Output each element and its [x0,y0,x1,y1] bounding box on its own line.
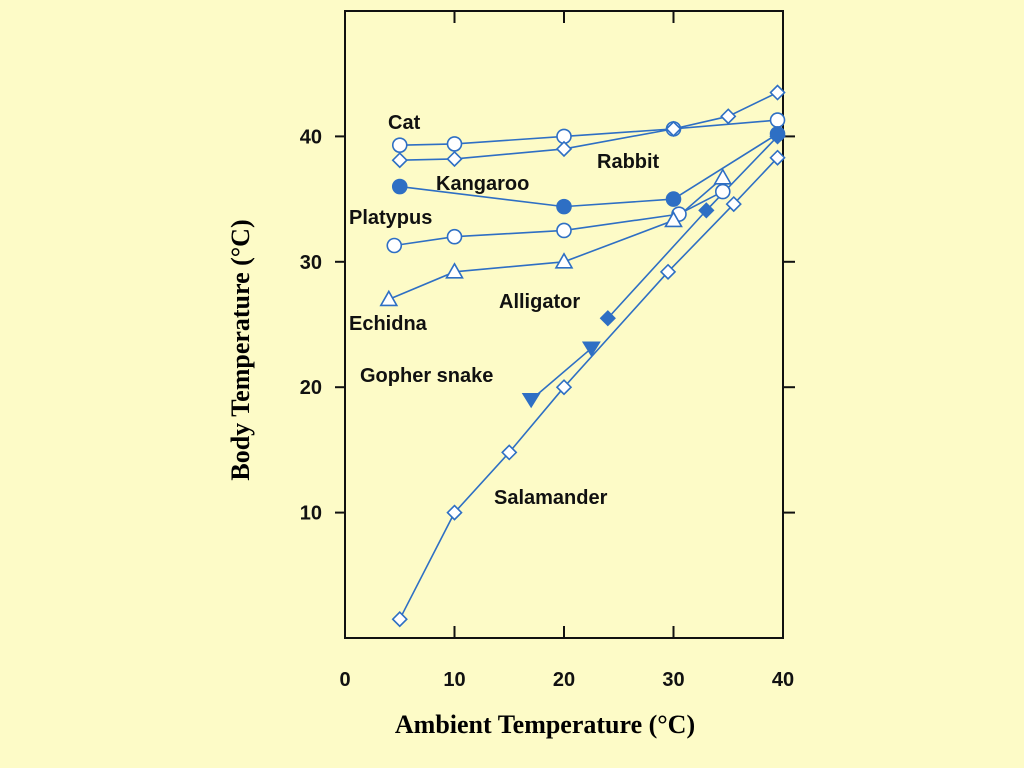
data-point-alligator [769,128,786,145]
x-tick-label: 30 [662,669,684,691]
x-tick-label: 0 [339,669,350,691]
data-point-salamander [555,379,573,396]
data-point-kangaroo [665,191,682,207]
data-point-echidna [554,252,574,269]
series-label-kangaroo: Kangaroo [436,173,529,195]
y-tick-label: 30 [300,252,322,274]
series-markers [379,84,786,628]
data-point-salamander [725,195,742,213]
data-point-salamander [501,444,518,461]
tick-marks [335,11,795,638]
y-tick-label: 10 [300,503,322,525]
data-point-rabbit [555,140,573,158]
data-point-salamander [446,504,463,521]
y-tick-label: 20 [300,377,322,399]
data-point-rabbit [446,150,463,168]
data-point-rabbit [720,108,737,125]
y-tick-label: 40 [300,126,322,148]
data-point-platypus [386,237,403,254]
data-point-rabbit [665,120,682,138]
series-label-salamander: Salamander [494,487,608,509]
data-point-salamander [391,611,408,628]
data-point-alligator [599,310,616,327]
y-axis-title: Body Temperature (°C) [226,219,255,480]
series-label-cat: Cat [388,112,421,134]
series-label-platypus: Platypus [349,207,432,229]
data-point-rabbit [769,84,786,101]
series-label-echidna: Echidna [349,313,428,335]
data-point-cat [769,112,786,128]
series-label-gopher-snake: Gopher snake [360,365,493,387]
data-point-salamander [769,149,786,166]
x-tick-label: 20 [553,669,575,691]
data-point-kangaroo [556,198,572,215]
data-point-salamander [659,263,677,280]
data-point-platypus [446,228,463,245]
x-tick-label: 10 [443,669,465,691]
data-point-echidna [445,262,464,279]
data-point-kangaroo [391,178,408,195]
data-point-cat [391,137,408,153]
data-point-gopher-snake [581,341,601,357]
data-point-gopher-snake [521,392,541,409]
data-point-platypus [714,183,731,200]
series-line-kangaroo [399,133,778,208]
data-point-cat [446,136,463,152]
data-point-rabbit [391,152,408,169]
series-label-alligator: Alligator [499,291,580,313]
data-point-platypus [556,222,572,239]
data-point-alligator [698,202,715,219]
series-line-gopher-snake [530,347,592,401]
x-tick-label: 40 [772,669,794,691]
series-label-rabbit: Rabbit [597,151,660,173]
series-line-rabbit [399,91,778,162]
tick-labels: 0 10 20 30 40 10 20 30 40 [300,126,794,691]
data-point-echidna [713,168,733,185]
data-point-echidna [664,210,683,228]
series-lines [388,91,779,620]
data-point-echidna [379,289,399,307]
x-axis-title: Ambient Temperature (°C) [395,710,695,739]
